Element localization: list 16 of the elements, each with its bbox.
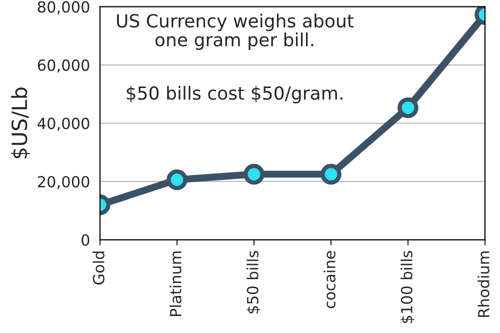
point	[320, 164, 342, 185]
y-tick-label: 20,000	[38, 176, 90, 190]
x-tick-label: $50 bills	[246, 250, 260, 314]
annotation: $50 bills cost $50/gram.	[126, 86, 342, 104]
y-axis-title: $US/Lb	[11, 88, 30, 158]
annotation: US Currency weighs about one gram per bill.	[117, 14, 354, 50]
point	[244, 164, 264, 185]
x-tick-label: $100 bills	[400, 250, 414, 324]
x-tick-label: Platinum	[170, 251, 182, 316]
x-tick-label: cocaine	[324, 250, 336, 308]
y-tick-label: 80,000	[38, 1, 90, 14]
y-tick-label: 40,000	[38, 118, 90, 131]
x-tick-label: Rhodium	[478, 251, 490, 317]
x-tick-label: Gold	[92, 252, 104, 284]
y-tick-label: 60,000	[38, 59, 90, 73]
y-tick-label: 0	[82, 234, 90, 246]
